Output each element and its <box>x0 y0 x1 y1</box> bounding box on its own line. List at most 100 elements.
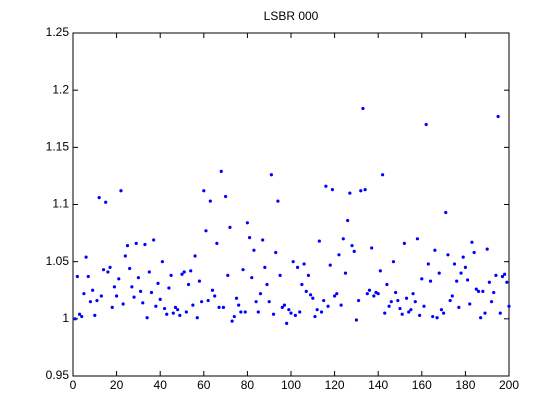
point <box>407 310 411 314</box>
point <box>330 188 335 192</box>
point <box>418 313 422 318</box>
point <box>269 173 273 177</box>
point <box>173 305 178 309</box>
point <box>217 305 221 309</box>
point <box>97 196 101 200</box>
point <box>359 189 363 193</box>
point <box>200 300 204 304</box>
x-tick-label: 140 <box>368 378 388 392</box>
point <box>276 199 280 203</box>
point <box>197 279 202 283</box>
point <box>431 314 435 319</box>
point <box>378 269 382 273</box>
point <box>77 312 82 316</box>
point <box>204 229 208 233</box>
y-tick-label: 0.95 <box>46 368 70 382</box>
point <box>396 298 400 303</box>
point <box>167 286 171 290</box>
point <box>444 210 448 215</box>
point <box>180 272 184 276</box>
point <box>234 296 239 300</box>
point <box>298 310 302 314</box>
point <box>489 300 494 304</box>
point <box>339 303 343 307</box>
point <box>483 311 487 315</box>
point <box>387 304 391 308</box>
point <box>343 271 348 275</box>
point <box>258 292 263 296</box>
point <box>86 274 90 279</box>
point <box>184 310 188 314</box>
point <box>367 288 372 292</box>
point <box>285 321 289 326</box>
point <box>239 310 243 314</box>
point <box>143 242 147 247</box>
x-tick-label: 160 <box>412 378 432 392</box>
point <box>210 288 215 292</box>
point <box>455 279 459 283</box>
point <box>402 241 406 245</box>
x-tick-label: 120 <box>325 378 345 392</box>
point <box>426 262 430 266</box>
point <box>156 281 160 285</box>
point <box>295 265 300 269</box>
point <box>165 312 169 316</box>
point <box>104 200 108 204</box>
chart-title: LSBR 000 <box>264 9 319 23</box>
point <box>415 237 420 241</box>
point <box>162 306 167 311</box>
point <box>189 269 193 273</box>
point <box>500 274 505 279</box>
point <box>352 249 356 253</box>
point <box>230 319 234 323</box>
point <box>134 241 138 245</box>
point <box>226 273 230 277</box>
point <box>328 263 332 267</box>
point <box>372 294 376 298</box>
point <box>130 285 134 289</box>
point <box>385 282 389 287</box>
point <box>311 296 315 300</box>
y-tick-label: 1.25 <box>46 25 70 39</box>
point <box>433 248 437 252</box>
point <box>195 316 199 320</box>
point <box>117 277 121 281</box>
point <box>99 294 103 298</box>
point <box>481 289 485 293</box>
point <box>289 311 293 315</box>
y-tick-label: 1.05 <box>46 254 70 268</box>
point <box>361 106 365 111</box>
point <box>186 282 191 287</box>
point <box>271 312 276 316</box>
point <box>413 300 417 304</box>
point <box>287 308 291 312</box>
point <box>254 300 258 304</box>
point <box>274 250 278 255</box>
point <box>224 194 228 199</box>
point <box>306 273 311 277</box>
point <box>507 304 511 308</box>
point <box>191 303 195 307</box>
point <box>370 246 374 250</box>
point <box>474 287 478 291</box>
point <box>400 312 404 316</box>
point <box>73 317 77 321</box>
point <box>293 313 297 318</box>
point <box>241 268 245 272</box>
point <box>465 278 470 282</box>
point <box>313 314 317 319</box>
x-tick-label: 80 <box>241 378 255 392</box>
point <box>461 255 465 259</box>
point <box>141 301 145 305</box>
point <box>169 273 173 277</box>
point <box>247 236 252 240</box>
point <box>394 290 398 295</box>
point <box>213 294 217 298</box>
point <box>398 306 402 311</box>
point <box>487 280 491 284</box>
point <box>472 250 476 255</box>
point <box>324 184 328 188</box>
point <box>265 282 269 287</box>
point <box>243 310 247 314</box>
